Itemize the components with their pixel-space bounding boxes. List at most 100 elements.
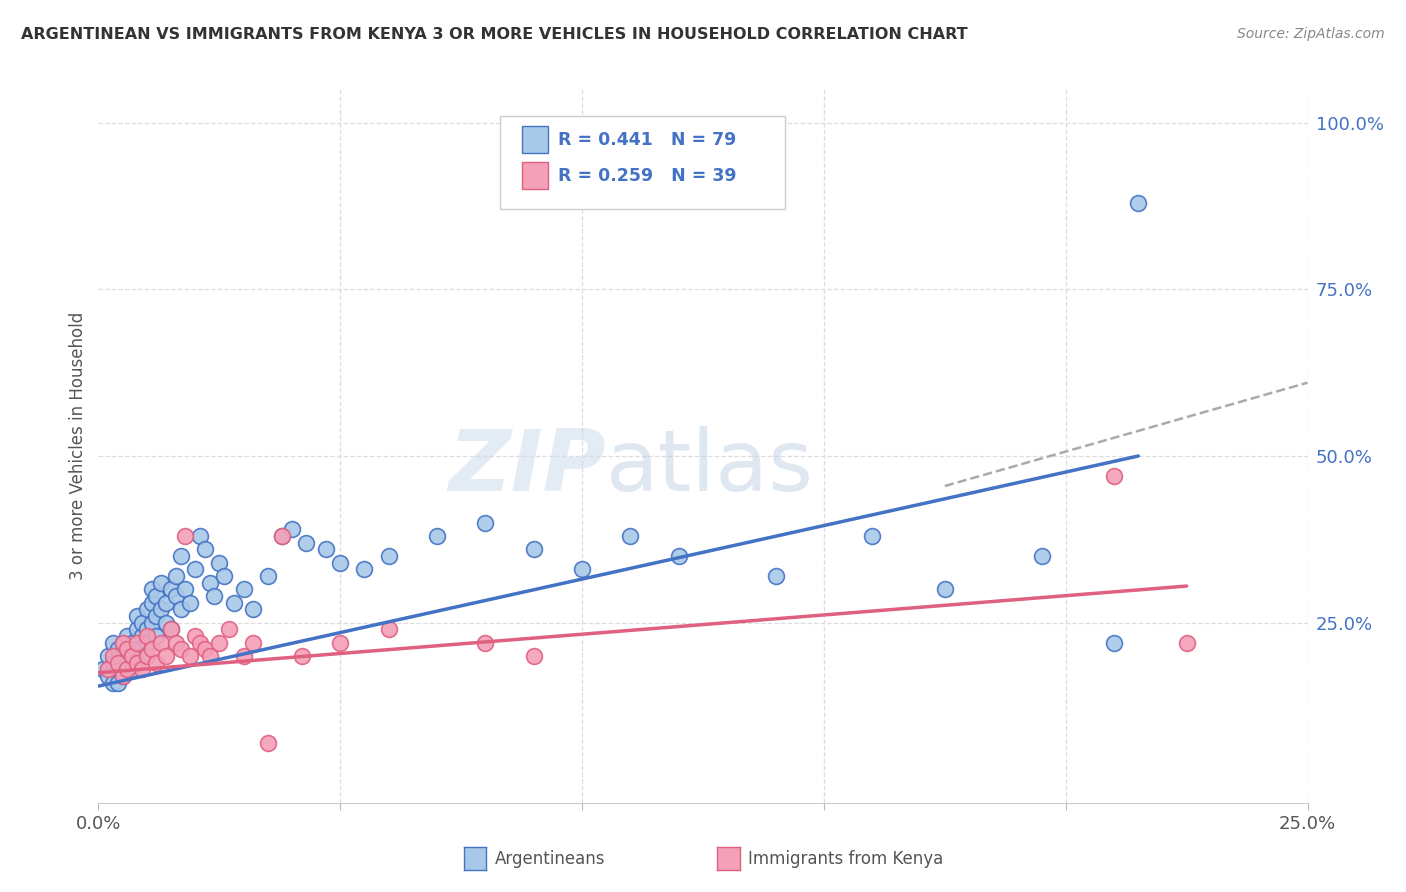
Point xyxy=(329,636,352,650)
Point xyxy=(111,656,134,670)
FancyBboxPatch shape xyxy=(501,116,785,209)
Point xyxy=(111,636,134,650)
Point xyxy=(101,636,124,650)
Point xyxy=(377,549,399,563)
Point xyxy=(155,615,177,630)
Point xyxy=(668,549,690,563)
Point xyxy=(127,636,149,650)
Point xyxy=(474,516,496,530)
Point xyxy=(101,675,124,690)
Point xyxy=(145,656,167,670)
Point xyxy=(1102,636,1125,650)
Point xyxy=(165,569,187,583)
Point xyxy=(121,636,143,650)
Point xyxy=(169,549,191,563)
Text: ARGENTINEAN VS IMMIGRANTS FROM KENYA 3 OR MORE VEHICLES IN HOUSEHOLD CORRELATION: ARGENTINEAN VS IMMIGRANTS FROM KENYA 3 O… xyxy=(21,27,967,42)
Point xyxy=(169,602,191,616)
Point xyxy=(315,542,337,557)
Point xyxy=(111,669,134,683)
Point xyxy=(127,623,149,637)
Point xyxy=(271,529,294,543)
Point xyxy=(150,602,173,616)
Point xyxy=(145,629,167,643)
Text: atlas: atlas xyxy=(606,425,814,509)
Point xyxy=(194,542,217,557)
Point xyxy=(131,615,153,630)
Point xyxy=(150,575,173,590)
Point xyxy=(184,562,207,576)
Point xyxy=(426,529,449,543)
Point xyxy=(208,636,231,650)
Point xyxy=(117,642,139,657)
Point xyxy=(101,656,124,670)
Point xyxy=(179,596,201,610)
Point xyxy=(91,662,114,676)
Point xyxy=(188,529,211,543)
Point xyxy=(281,522,304,536)
Point xyxy=(212,569,235,583)
Point xyxy=(111,649,134,664)
Text: Immigrants from Kenya: Immigrants from Kenya xyxy=(748,850,943,868)
Point xyxy=(271,529,294,543)
FancyBboxPatch shape xyxy=(522,162,548,189)
Point xyxy=(1031,549,1053,563)
Point xyxy=(150,636,173,650)
Point xyxy=(131,662,153,676)
Point xyxy=(121,662,143,676)
Point xyxy=(242,636,264,650)
Point xyxy=(198,649,221,664)
Point xyxy=(218,623,240,637)
Point xyxy=(145,609,167,624)
FancyBboxPatch shape xyxy=(522,127,548,153)
Point xyxy=(160,623,183,637)
Point xyxy=(194,642,217,657)
Point xyxy=(141,582,163,597)
Point xyxy=(1128,195,1150,210)
Point xyxy=(169,642,191,657)
Point xyxy=(174,582,197,597)
Point xyxy=(131,649,153,664)
Point xyxy=(97,669,120,683)
Point xyxy=(179,649,201,664)
Point xyxy=(111,669,134,683)
Point xyxy=(523,542,546,557)
Y-axis label: 3 or more Vehicles in Household: 3 or more Vehicles in Household xyxy=(69,312,87,580)
Point xyxy=(135,636,157,650)
Point xyxy=(117,662,139,676)
Point xyxy=(474,636,496,650)
Point xyxy=(184,629,207,643)
Point xyxy=(204,589,226,603)
Point xyxy=(619,529,641,543)
Text: Argentineans: Argentineans xyxy=(495,850,606,868)
Point xyxy=(232,582,254,597)
Point xyxy=(107,642,129,657)
Point xyxy=(571,562,593,576)
Text: ZIP: ZIP xyxy=(449,425,606,509)
Point xyxy=(135,602,157,616)
Point xyxy=(377,623,399,637)
Point xyxy=(295,535,318,549)
Point xyxy=(523,649,546,664)
Point xyxy=(131,629,153,643)
Point xyxy=(165,589,187,603)
Point xyxy=(1175,636,1198,650)
Point xyxy=(117,642,139,657)
Point xyxy=(155,596,177,610)
Point xyxy=(121,649,143,664)
Point xyxy=(141,642,163,657)
Point xyxy=(101,649,124,664)
Point xyxy=(97,649,120,664)
Point xyxy=(127,642,149,657)
Point xyxy=(117,656,139,670)
Point xyxy=(145,589,167,603)
Point xyxy=(111,636,134,650)
Point xyxy=(127,656,149,670)
Point xyxy=(765,569,787,583)
Point xyxy=(353,562,375,576)
Point xyxy=(127,656,149,670)
Point xyxy=(97,662,120,676)
Point xyxy=(121,649,143,664)
Point xyxy=(135,629,157,643)
Point xyxy=(860,529,883,543)
Point xyxy=(135,623,157,637)
